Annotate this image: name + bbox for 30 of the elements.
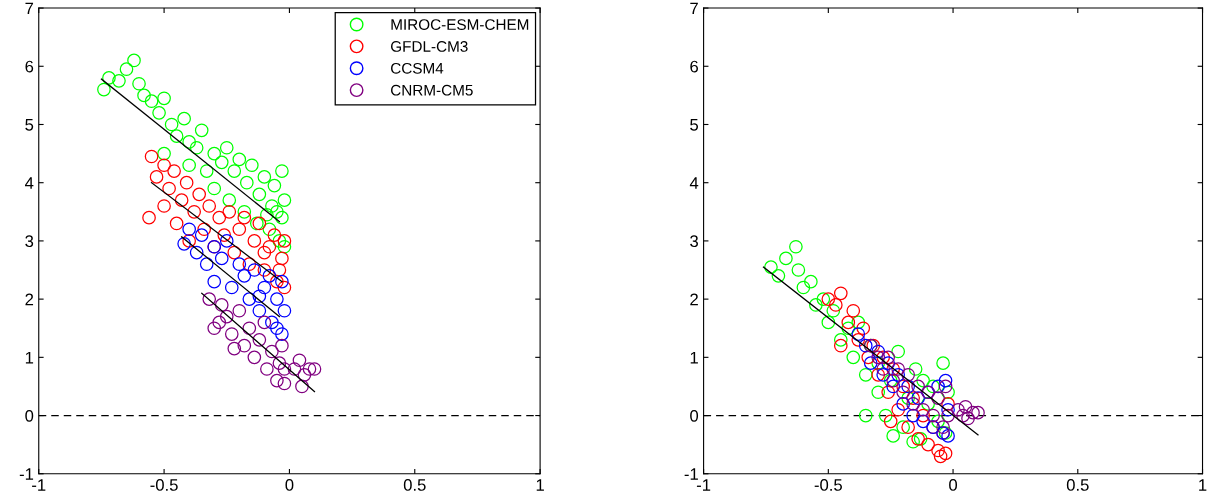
y-tick-label: 7 xyxy=(690,2,698,15)
y-tick-label: 2 xyxy=(690,293,698,306)
y-tick-label: 1 xyxy=(25,351,34,364)
y-tick-label: 6 xyxy=(690,60,698,73)
x-tick-label: 1 xyxy=(1199,479,1207,491)
y-tick-label: 5 xyxy=(25,119,34,131)
y-tick-label: 7 xyxy=(25,2,34,15)
legend-label: GFDL-CM3 xyxy=(390,41,468,52)
x-tick-label: 1 xyxy=(536,479,544,491)
legend-label: MIROC-ESM-CHEM xyxy=(391,19,529,30)
legend-label: CCSM4 xyxy=(391,62,444,74)
y-tick-label: 5 xyxy=(690,119,699,131)
y-tick-label: 3 xyxy=(25,235,34,248)
x-tick-label: 0 xyxy=(949,479,958,491)
legend-label: CNRM-CM5 xyxy=(391,84,473,96)
x-tick-label: 0.5 xyxy=(403,479,426,491)
x-tick-label: 0 xyxy=(285,479,294,491)
y-tick-label: 0 xyxy=(690,409,699,422)
y-tick-label: 1 xyxy=(690,351,698,364)
y-tick-label: 4 xyxy=(25,177,34,189)
x-tick-label: 0.5 xyxy=(1066,479,1089,491)
y-tick-label: 3 xyxy=(690,235,698,248)
x-tick-label: -0.5 xyxy=(814,479,842,491)
y-tick-label: 2 xyxy=(25,293,34,306)
x-tick-label: -0.5 xyxy=(150,479,178,491)
y-tick-label: 6 xyxy=(25,60,34,73)
y-tick-label: -1 xyxy=(19,468,34,480)
y-tick-label: -1 xyxy=(684,468,698,480)
y-tick-label: 0 xyxy=(25,409,34,422)
y-tick-label: 4 xyxy=(689,177,699,189)
